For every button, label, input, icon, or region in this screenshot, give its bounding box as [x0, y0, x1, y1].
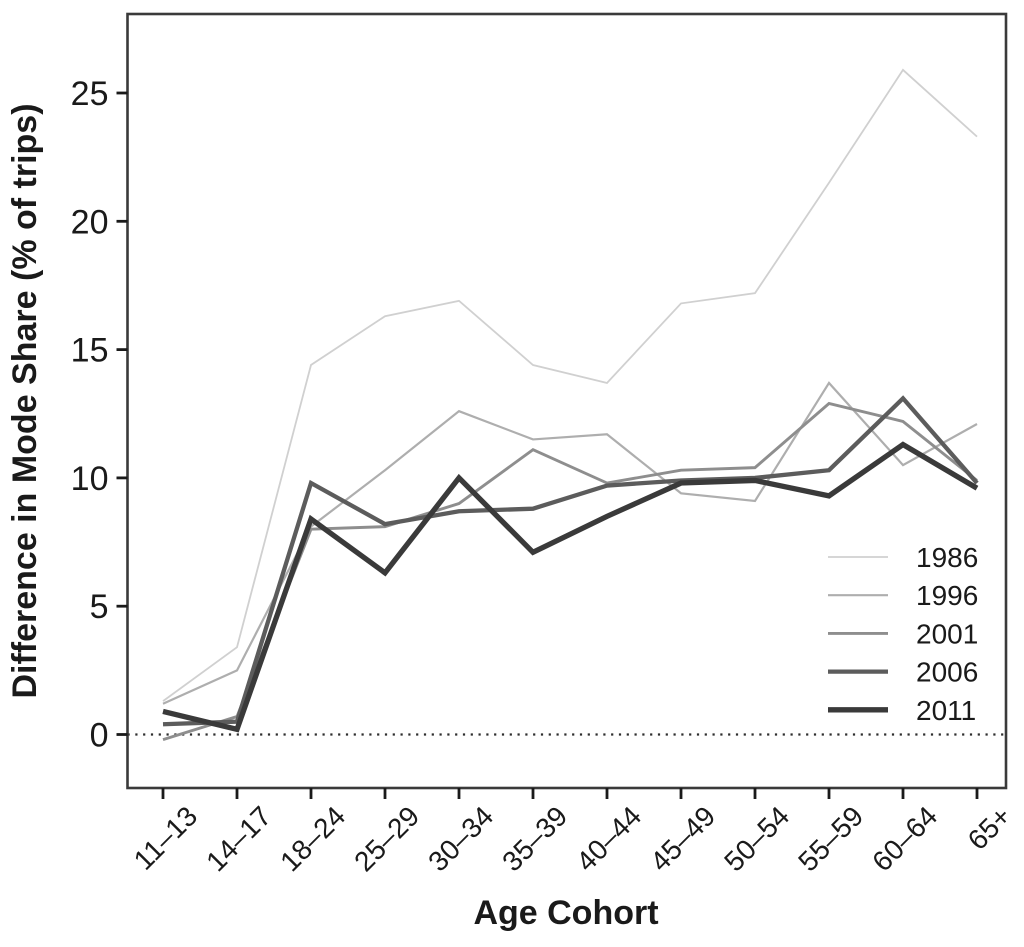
y-tick-label-25: 25: [71, 75, 109, 113]
x-tick-label-2: 14–17: [200, 800, 277, 877]
x-tick-label-8: 45–49: [644, 800, 721, 877]
x-tick-label-4: 25–29: [348, 800, 425, 877]
y-tick-label-0: 0: [90, 717, 109, 755]
x-tick-label-9: 50–54: [718, 800, 795, 877]
series-lines-group: [162, 68, 979, 742]
legend-label-1996: 1996: [916, 580, 978, 611]
x-axis-ticks-group: [161, 788, 979, 799]
series-line-2006: [162, 395, 979, 727]
y-axis-tick-labels-group: 0 5 10 15 20 25: [71, 75, 109, 755]
plot-border-box: [126, 12, 1008, 790]
x-tick-label-5: 30–34: [422, 800, 499, 877]
series-line-1986: [162, 68, 978, 702]
x-axis-tick-labels-group: 11–1314–1718–2425–2930–3435–3940–4445–49…: [128, 800, 1018, 877]
y-axis-ticks-group: [116, 91, 128, 736]
legend-group: 1986 1996 2001 2006 2011: [828, 542, 978, 726]
series-line-2011: [162, 441, 979, 733]
x-tick-label-1: 11–13: [128, 800, 204, 876]
x-tick-label-7: 40–44: [570, 800, 647, 877]
y-tick-label-15: 15: [71, 332, 109, 370]
x-tick-label-6: 35–39: [496, 800, 573, 877]
x-axis-title: Age Cohort: [473, 894, 658, 932]
legend-label-2011: 2011: [916, 695, 976, 726]
y-tick-label-20: 20: [71, 203, 109, 241]
series-line-1996: [162, 381, 978, 705]
x-tick-label-11: 60–64: [866, 800, 943, 877]
x-tick-label-3: 18–24: [274, 800, 351, 877]
x-tick-label-10: 55–59: [792, 800, 869, 877]
y-axis-title: Difference in Mode Share (% of trips): [6, 103, 44, 698]
y-tick-label-5: 5: [90, 588, 109, 626]
legend-label-1986: 1986: [916, 542, 978, 573]
y-tick-label-10: 10: [71, 460, 109, 498]
legend-label-2006: 2006: [916, 657, 978, 688]
x-tick-label-12: 65+: [962, 800, 1018, 856]
legend-label-2001: 2001: [916, 618, 978, 649]
